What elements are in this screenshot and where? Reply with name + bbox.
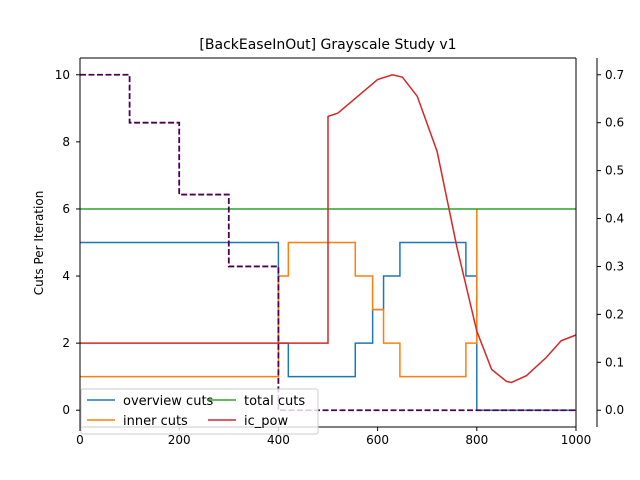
y-tick-label: 0 xyxy=(62,403,70,417)
y2-tick-label: 0.1 xyxy=(605,355,624,369)
legend-box xyxy=(80,388,319,435)
y2-tick-label: 0.0 xyxy=(605,403,624,417)
legend-label-overview-cuts: overview cuts xyxy=(123,394,214,409)
y-tick-label: 2 xyxy=(62,336,70,350)
y2-tick-label: 0.5 xyxy=(605,164,624,178)
y2-tick-label: 0.6 xyxy=(605,116,624,130)
series-line-ic-pow xyxy=(80,73,577,384)
y-tick-label: 8 xyxy=(62,135,70,149)
y-tick-label: 6 xyxy=(62,202,70,216)
legend: overview cuts inner cuts total cuts ic_p… xyxy=(80,388,319,435)
legend-label-ic-pow: ic_pow xyxy=(244,414,288,429)
x-tick-label: 400 xyxy=(267,433,290,447)
y2-tick-label: 0.2 xyxy=(605,307,624,321)
chart-title: [BackEaseInOut] Grayscale Study v1 xyxy=(199,37,456,53)
series-line-inner-cuts xyxy=(80,208,478,378)
legend-label-inner-cuts: inner cuts xyxy=(123,414,188,429)
x-tick-label: 800 xyxy=(465,433,488,447)
y-tick-label: 10 xyxy=(55,68,70,82)
y2-tick-label: 0.3 xyxy=(605,259,624,273)
axes-layer xyxy=(79,57,598,428)
legend-label-total-cuts: total cuts xyxy=(244,394,305,409)
x-tick-label: 200 xyxy=(168,433,191,447)
series-line-step xyxy=(80,73,576,412)
y-axis-label: Cuts Per Iteration xyxy=(32,191,46,296)
ticks-layer: 0 200 400 600 800 1000 0 2 4 6 8 10 0.0 0.1 0.2 0.3 0.4 0… xyxy=(55,68,624,447)
y-tick-label: 4 xyxy=(62,269,70,283)
y2-tick-label: 0.7 xyxy=(605,68,624,82)
x-tick-label: 600 xyxy=(366,433,389,447)
series-layer xyxy=(80,73,577,412)
x-tick-label: 1000 xyxy=(561,433,592,447)
y2-tick-label: 0.4 xyxy=(605,212,624,226)
x-tick-label: 0 xyxy=(76,433,84,447)
